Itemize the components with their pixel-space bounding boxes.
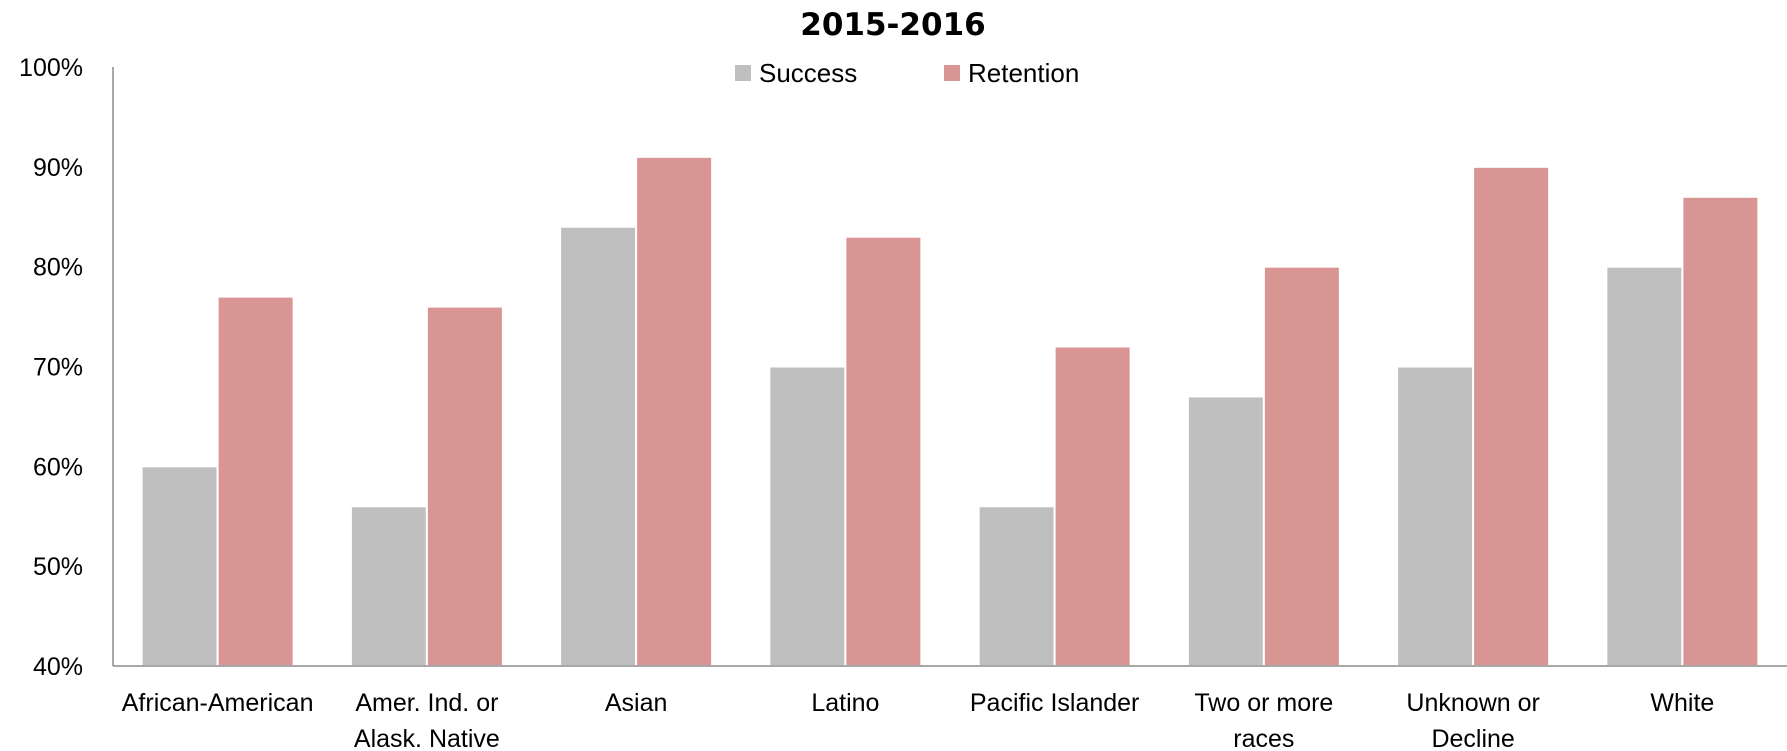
legend: Success Retention — [735, 58, 1079, 88]
bar-retention — [1472, 165, 1551, 667]
bar-retention — [1053, 345, 1132, 667]
bars — [140, 155, 1760, 668]
legend-swatch-success — [735, 65, 751, 81]
y-tick-label: 50% — [33, 553, 83, 581]
y-tick-label: 60% — [33, 453, 83, 481]
bar-retention — [216, 295, 295, 667]
x-tick-label: Unknown or Decline — [1406, 689, 1539, 751]
bar-retention — [425, 305, 504, 667]
y-tick-label: 70% — [33, 354, 83, 382]
bar-success — [768, 365, 847, 667]
bar-success — [349, 505, 428, 667]
x-tick-label: Amer. Ind. or Alask. Native — [354, 689, 500, 751]
x-tick-label: Latino — [811, 689, 879, 717]
bar-retention — [844, 235, 923, 667]
chart-title: 2015-2016 — [800, 7, 985, 43]
legend-swatch-retention — [944, 65, 960, 81]
bar-success — [1186, 395, 1265, 667]
bar-success — [1605, 265, 1684, 667]
bar-retention — [1681, 195, 1760, 668]
bar-success — [140, 465, 219, 668]
y-tick-label: 90% — [33, 154, 83, 182]
bar-success — [977, 505, 1056, 667]
x-tick-label: Pacific Islander — [970, 689, 1140, 717]
bar-retention — [635, 155, 714, 667]
y-tick-label: 100% — [19, 54, 83, 82]
y-tick-label: 80% — [33, 254, 83, 282]
y-axis: 40% 50% 60% 70% 80% 90% 100% — [19, 54, 114, 681]
x-tick-label: White — [1650, 689, 1714, 717]
y-tick-label: 40% — [33, 653, 83, 681]
x-tick-label: Asian — [605, 689, 668, 717]
legend-label-success: Success — [759, 58, 857, 88]
bar-success — [559, 225, 638, 667]
bar-success — [1396, 365, 1475, 667]
x-tick-label: Two or more races — [1194, 689, 1333, 751]
x-axis: African-American Amer. Ind. or Alask. Nati… — [113, 665, 1787, 751]
legend-label-retention: Retention — [968, 58, 1079, 88]
bar-retention — [1262, 265, 1341, 667]
x-tick-label: African-American — [122, 689, 314, 717]
